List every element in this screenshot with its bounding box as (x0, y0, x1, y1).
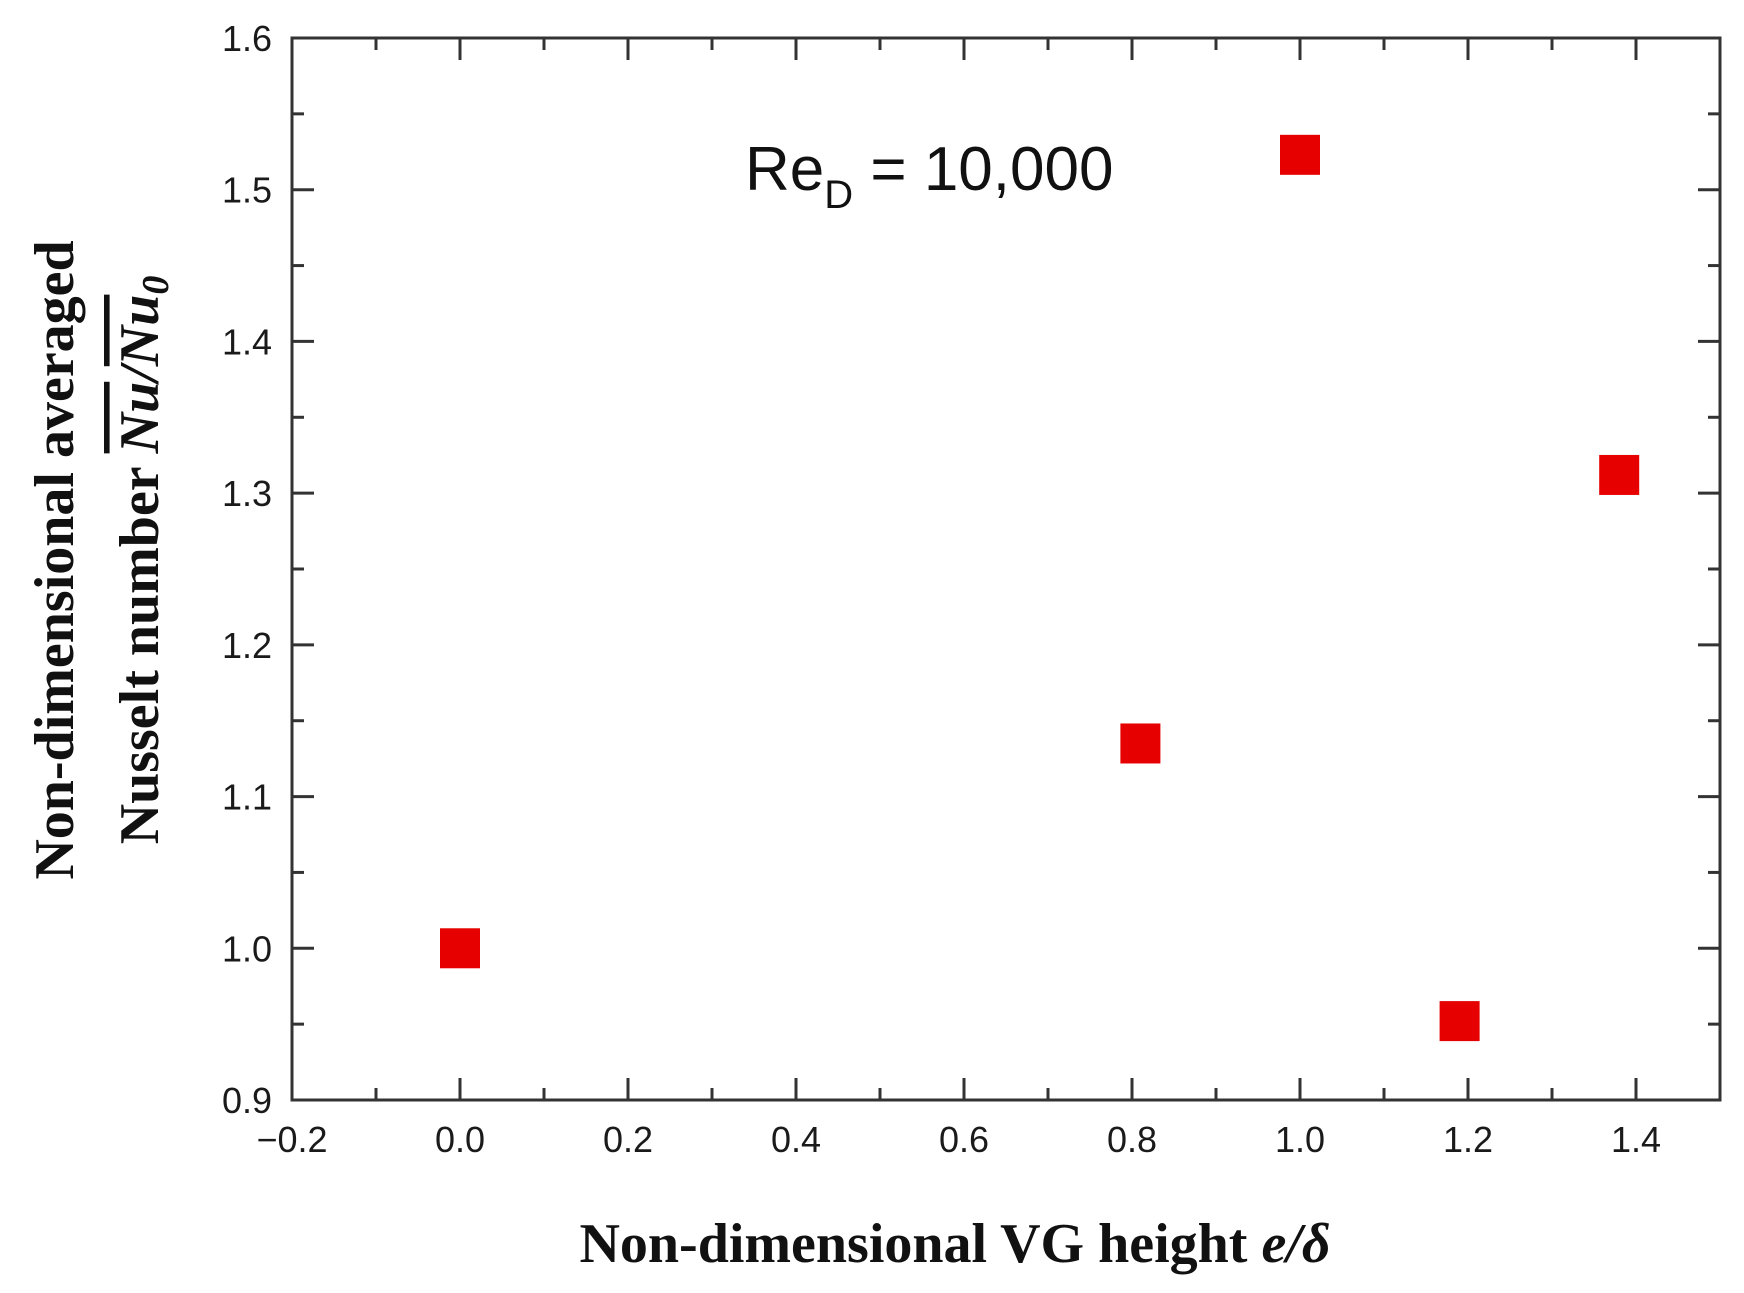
y-axis-title-line1: Non-dimensional averaged (24, 240, 86, 879)
x-tick-label: 0.4 (771, 1119, 821, 1160)
y-tick-label: 1.4 (222, 321, 272, 362)
data-point (1120, 723, 1161, 764)
y-tick-label: 1.2 (222, 625, 272, 666)
x-tick-label: 0.0 (435, 1119, 485, 1160)
x-axis-title-symbol: e/δ (1261, 1213, 1330, 1275)
y-axis-symbol-subscript: 0 (135, 276, 177, 295)
y-tick-label: 1.5 (222, 170, 272, 211)
data-points (440, 134, 1640, 1042)
y-axis-symbol-numerator: Nu (109, 382, 171, 455)
x-tick-label: 1.4 (1611, 1119, 1661, 1160)
y-tick-label: 0.9 (222, 1080, 272, 1121)
data-point (1280, 134, 1320, 175)
y-axis-symbol-denominator: Nu (109, 295, 171, 368)
y-tick-label: 1.3 (222, 473, 272, 514)
x-tick-label: 1.2 (1443, 1119, 1493, 1160)
data-point (1599, 454, 1640, 495)
x-tick-label: 0.8 (1107, 1119, 1157, 1160)
x-tick-label: 0.6 (939, 1119, 989, 1160)
y-axis-title-line2: Nusselt number Nu/Nu0 (109, 276, 177, 845)
x-axis-title-text: Non-dimensional VG height (579, 1213, 1261, 1275)
x-tick-label: 0.2 (603, 1119, 653, 1160)
y-tick-label: 1.1 (222, 777, 272, 818)
data-point (1439, 1001, 1480, 1042)
annotation-value: = 10,000 (853, 135, 1113, 204)
y-axis-title-text: Nusselt number (109, 453, 171, 844)
axis-ticks (292, 38, 1720, 1100)
x-tick-label: 1.0 (1275, 1119, 1325, 1160)
x-tick-label: −0.2 (256, 1119, 327, 1160)
reynolds-annotation: ReD = 10,000 (745, 135, 1113, 217)
data-point (440, 928, 480, 969)
y-tick-labels: 0.9 1.0 1.1 1.2 1.3 1.4 1.5 1.6 (222, 18, 272, 1121)
x-tick-labels: −0.2 0.0 0.2 0.4 0.6 0.8 1.0 1.2 1.4 (256, 1119, 1661, 1160)
annotation-main: Re (745, 135, 824, 204)
x-axis-title: Non-dimensional VG height e/δ (579, 1213, 1330, 1275)
y-tick-label: 1.0 (222, 928, 272, 969)
y-tick-label: 1.6 (222, 18, 272, 59)
annotation-subscript: D (824, 173, 853, 217)
